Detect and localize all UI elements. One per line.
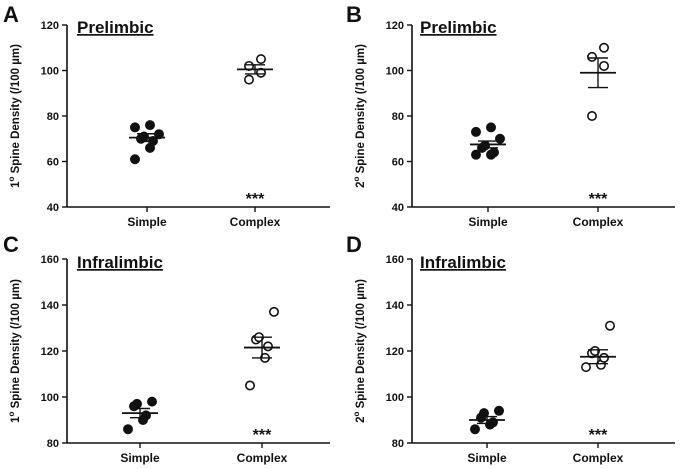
data-point (145, 120, 156, 131)
x-tick-label: Simple (468, 215, 508, 229)
panel-letter: D (346, 232, 362, 257)
y-axis-label: 2o Spine Density (/100 µm) (352, 44, 367, 188)
significance-marker: *** (246, 191, 265, 208)
x-tick-label: Complex (230, 215, 281, 229)
data-point (244, 74, 255, 85)
y-tick-label: 40 (392, 202, 404, 214)
panel-letter: B (346, 2, 362, 27)
y-tick-label: 60 (392, 157, 404, 169)
data-point (580, 362, 591, 373)
data-point (604, 320, 615, 331)
data-point (470, 149, 481, 160)
y-tick-label: 100 (386, 392, 404, 404)
y-tick-label: 120 (386, 346, 404, 358)
panel-title: Infralimbic (420, 253, 506, 272)
data-point (586, 51, 597, 62)
significance-marker: *** (589, 427, 608, 444)
y-tick-label: 40 (47, 202, 59, 214)
data-point (123, 424, 134, 435)
panel-letter: C (3, 232, 19, 257)
panel-title: Prelimbic (420, 18, 497, 37)
panel-b: B Prelimbic 40 60 80 100 120 Simple Complex 2o Sp… (346, 2, 675, 229)
x-tick-label: Simple (120, 451, 160, 465)
x-tick-label: Complex (237, 451, 288, 465)
data-point (586, 111, 597, 122)
y-tick-label: 160 (386, 254, 404, 266)
y-tick-label: 120 (41, 346, 59, 358)
y-tick-label: 100 (386, 66, 404, 78)
significance-marker: *** (253, 427, 272, 444)
data-point (469, 424, 480, 435)
data-point (130, 154, 141, 165)
data-point (488, 147, 499, 158)
data-point (478, 408, 489, 419)
panel-c: C Infralimbic 80 100 120 140 160 Simple Complex 1… (3, 232, 330, 465)
data-point (485, 122, 496, 133)
x-tick-label: Complex (573, 451, 624, 465)
data-point (147, 396, 158, 407)
panel-title: Prelimbic (77, 18, 154, 37)
y-tick-label: 80 (392, 111, 404, 123)
y-tick-label: 100 (41, 392, 59, 404)
panel-letter: A (3, 2, 19, 27)
data-point (598, 42, 609, 53)
y-tick-label: 140 (41, 300, 59, 312)
panel-title: Infralimbic (77, 253, 163, 272)
data-point (598, 352, 609, 363)
significance-marker: *** (589, 191, 608, 208)
x-tick-label: Simple (467, 451, 507, 465)
panel-a: A Prelimbic 40 60 80 100 120 Simple Complex 1o Sp… (3, 2, 330, 229)
y-tick-label: 140 (386, 300, 404, 312)
data-point (470, 126, 481, 137)
data-point (262, 341, 273, 352)
y-axis-label: 1o Spine Density (/100 µm) (7, 279, 22, 423)
y-tick-label: 80 (392, 438, 404, 450)
data-point (132, 398, 143, 409)
y-tick-label: 60 (47, 157, 59, 169)
y-axis-label: 1o Spine Density (/100 µm) (7, 44, 22, 188)
y-tick-label: 120 (41, 20, 59, 32)
data-point (493, 405, 504, 416)
data-point (598, 60, 609, 71)
data-point (130, 122, 141, 133)
data-point (268, 306, 279, 317)
y-tick-label: 100 (41, 66, 59, 78)
y-tick-label: 80 (47, 438, 59, 450)
panel-d: D Infralimbic 80 100 120 140 160 Simple Complex 2… (346, 232, 675, 465)
data-point (245, 380, 256, 391)
x-tick-label: Complex (573, 215, 624, 229)
y-tick-label: 160 (41, 254, 59, 266)
y-tick-label: 80 (47, 111, 59, 123)
data-point (255, 54, 266, 65)
data-point (589, 345, 600, 356)
y-tick-label: 120 (386, 20, 404, 32)
y-axis-label: 2o Spine Density (/100 µm) (352, 279, 367, 423)
x-tick-label: Simple (127, 215, 167, 229)
